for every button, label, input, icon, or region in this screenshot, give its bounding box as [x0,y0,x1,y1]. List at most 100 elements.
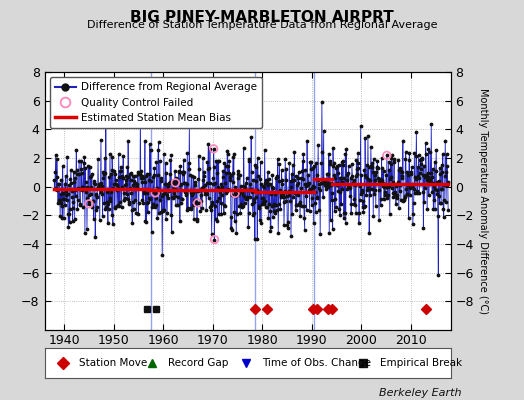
Point [343,177,351,183]
Point [375,187,383,193]
Point [85,201,93,207]
Point [294,179,302,186]
Point [372,203,380,209]
Point [105,206,113,212]
Point [374,175,383,181]
Point [270,190,279,197]
Point [231,184,239,190]
Point [414,173,422,179]
Point [94,185,103,192]
Point [230,151,238,158]
Point [353,166,361,172]
Point [129,182,138,188]
Point [371,172,379,178]
Point [436,171,444,178]
Point [217,180,225,187]
Point [335,206,343,212]
Point [61,202,69,208]
Point [216,186,224,193]
Point [255,205,264,211]
Point [403,172,412,178]
Point [383,184,391,190]
Point [283,193,291,200]
Point [279,193,287,199]
Point [227,213,236,220]
Point [201,182,209,188]
Point [423,170,432,176]
Point [430,158,439,165]
Point [115,174,123,180]
Point [384,192,392,198]
Point [121,182,129,188]
Point [391,188,399,195]
Point [183,206,191,213]
Point [424,146,433,152]
Point [419,225,428,231]
Point [137,173,146,179]
Point [259,183,268,189]
Point [311,189,319,196]
Point [291,202,300,208]
Point [141,138,149,144]
Point [233,211,242,217]
Point [373,165,381,172]
Point [416,170,424,176]
Point [208,200,216,207]
Point [84,163,92,170]
Point [73,206,82,213]
Point [162,192,171,198]
Point [436,185,445,192]
Point [144,199,152,205]
Point [405,157,413,163]
Point [334,162,343,168]
Point [250,198,258,205]
Point [442,151,451,157]
Point [411,176,420,182]
Point [278,177,287,184]
Point [336,174,345,181]
Point [52,187,61,194]
Point [196,192,205,198]
Point [170,192,179,199]
Point [223,151,232,157]
Point [302,192,310,199]
Point [261,198,269,204]
Point [350,196,358,202]
Point [357,172,366,178]
Point [440,214,448,220]
Point [241,193,249,200]
Point [261,204,270,210]
Point [344,163,353,169]
Point [190,216,198,222]
Point [237,204,246,210]
Point [70,216,79,222]
Point [226,172,235,178]
Point [303,138,311,144]
Point [209,181,217,187]
Point [349,180,357,187]
Point [434,177,443,184]
Point [200,173,208,180]
Point [432,146,441,153]
Point [426,148,434,155]
Point [187,205,195,211]
Point [364,185,373,192]
Point [212,158,220,164]
Point [332,203,340,210]
Point [397,196,405,203]
Point [372,168,380,175]
Point [413,188,421,194]
Point [316,180,325,186]
Point [217,211,226,218]
Point [55,197,63,204]
Point [89,198,97,204]
Point [133,170,141,177]
Point [360,167,368,173]
Point [176,162,184,169]
Point [108,220,117,227]
Point [184,160,193,166]
Point [375,217,383,224]
Point [413,190,421,196]
Point [60,215,68,222]
Point [247,134,255,140]
